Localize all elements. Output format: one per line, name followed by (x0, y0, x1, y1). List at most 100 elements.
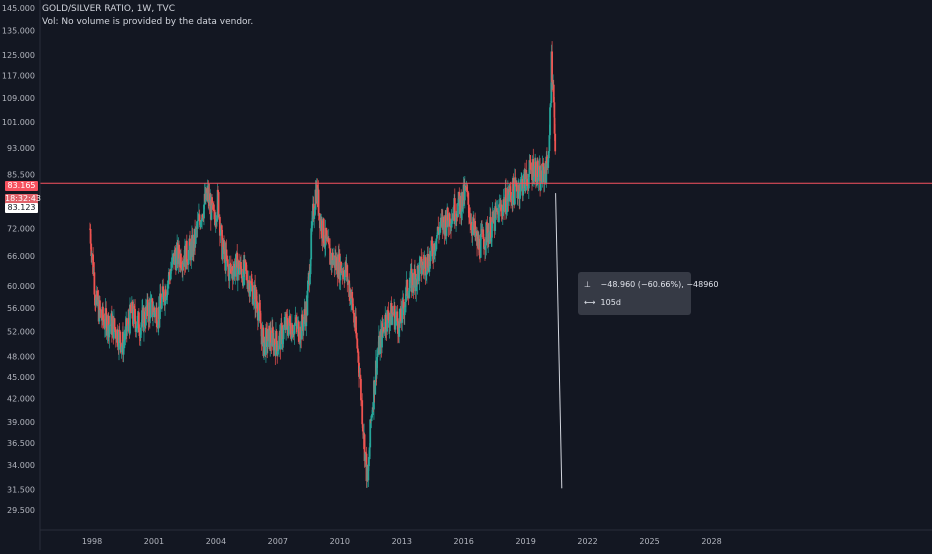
candle-body (313, 209, 316, 216)
candle-body (123, 339, 126, 341)
candle-body (225, 249, 228, 260)
measure-change-text: −48.960 (−60.66%), −48960 (600, 280, 719, 289)
candle-body (250, 281, 253, 284)
candle-body (276, 351, 279, 355)
candle-body (542, 162, 545, 167)
candle-body (431, 240, 433, 246)
candle-body (103, 321, 106, 329)
candle-body (540, 170, 543, 182)
candle-body (415, 279, 418, 292)
candle-body (136, 326, 138, 328)
candle-body (412, 273, 414, 286)
candle-body (223, 239, 225, 254)
candle-body (122, 341, 125, 355)
candle-body (522, 188, 525, 196)
candle-body (259, 310, 262, 324)
candle-body (260, 323, 262, 329)
candle-body (140, 322, 143, 328)
candle-body (498, 204, 500, 222)
candle-body (157, 325, 159, 328)
candle-body (368, 447, 371, 460)
candle-body (265, 327, 268, 330)
candle-body (436, 235, 438, 239)
candle-body (496, 208, 498, 212)
measure-line[interactable] (555, 193, 563, 489)
candle-body (538, 166, 540, 177)
candle-body (429, 251, 432, 262)
candle-body (214, 221, 217, 226)
x-tick-label: 2013 (392, 537, 412, 546)
candle-body (119, 331, 122, 343)
candle-body (526, 178, 529, 186)
candle-body (376, 353, 379, 358)
candle-body (129, 304, 132, 311)
candle-body (434, 249, 437, 251)
candle-body (132, 305, 135, 324)
candle-body (425, 274, 428, 276)
price-range-icon: ⊥ (584, 280, 591, 289)
candle-body (397, 321, 399, 334)
candle-body (251, 285, 254, 305)
x-tick-label: 2007 (268, 537, 288, 546)
candle-body (512, 178, 515, 191)
candle-body (267, 328, 270, 342)
candle-body (135, 327, 138, 332)
candle-body (512, 178, 514, 206)
candle-body (118, 329, 120, 350)
candle-body (248, 280, 251, 297)
candle-body (384, 314, 387, 330)
candle-body (245, 262, 247, 271)
candle-body (285, 313, 288, 318)
candle-body (198, 214, 201, 221)
candle-body (391, 313, 394, 315)
candle-body (445, 215, 447, 236)
candle-body (453, 198, 456, 222)
candle-body (309, 274, 311, 285)
candle-body (265, 327, 267, 355)
candle-body (422, 261, 424, 266)
candle-body (485, 222, 488, 226)
candle-body (125, 318, 128, 332)
candle-body (167, 280, 170, 285)
candle-body (437, 226, 440, 231)
candle-body (546, 156, 548, 164)
candle-body (307, 280, 309, 291)
candle-body (90, 243, 93, 257)
candle-body (120, 346, 123, 353)
candle-body (361, 400, 364, 425)
candle-body (282, 339, 284, 345)
candle-body (134, 321, 137, 332)
candle-body (170, 267, 173, 272)
candle-body (244, 260, 247, 263)
candle-body (371, 407, 374, 415)
candle-body (439, 226, 442, 229)
candle-body (351, 291, 354, 299)
candle-body (359, 376, 362, 379)
candle-body (99, 300, 101, 310)
candle-body (413, 269, 416, 288)
candle-body (455, 213, 458, 217)
candle-body (355, 333, 358, 339)
candle-body (235, 254, 237, 268)
candle-body (348, 280, 351, 297)
candle-body (352, 310, 355, 313)
candle-body (105, 314, 108, 336)
candle-body (469, 218, 472, 224)
candle-body (367, 466, 370, 481)
candle-body (491, 222, 493, 238)
candle-body (331, 252, 334, 265)
volume-note: Vol: No volume is provided by the data v… (42, 17, 254, 27)
candle-body (216, 189, 219, 216)
candle-body (514, 177, 517, 184)
candle-body (517, 190, 519, 199)
candle-body (89, 228, 92, 244)
candle-body (377, 350, 380, 354)
candle-body (102, 319, 105, 322)
candle-body (251, 283, 253, 286)
candle-body (229, 264, 232, 270)
candle-body (257, 311, 260, 321)
candle-body (396, 311, 399, 322)
last-price-tag: 83.165 (5, 181, 38, 191)
